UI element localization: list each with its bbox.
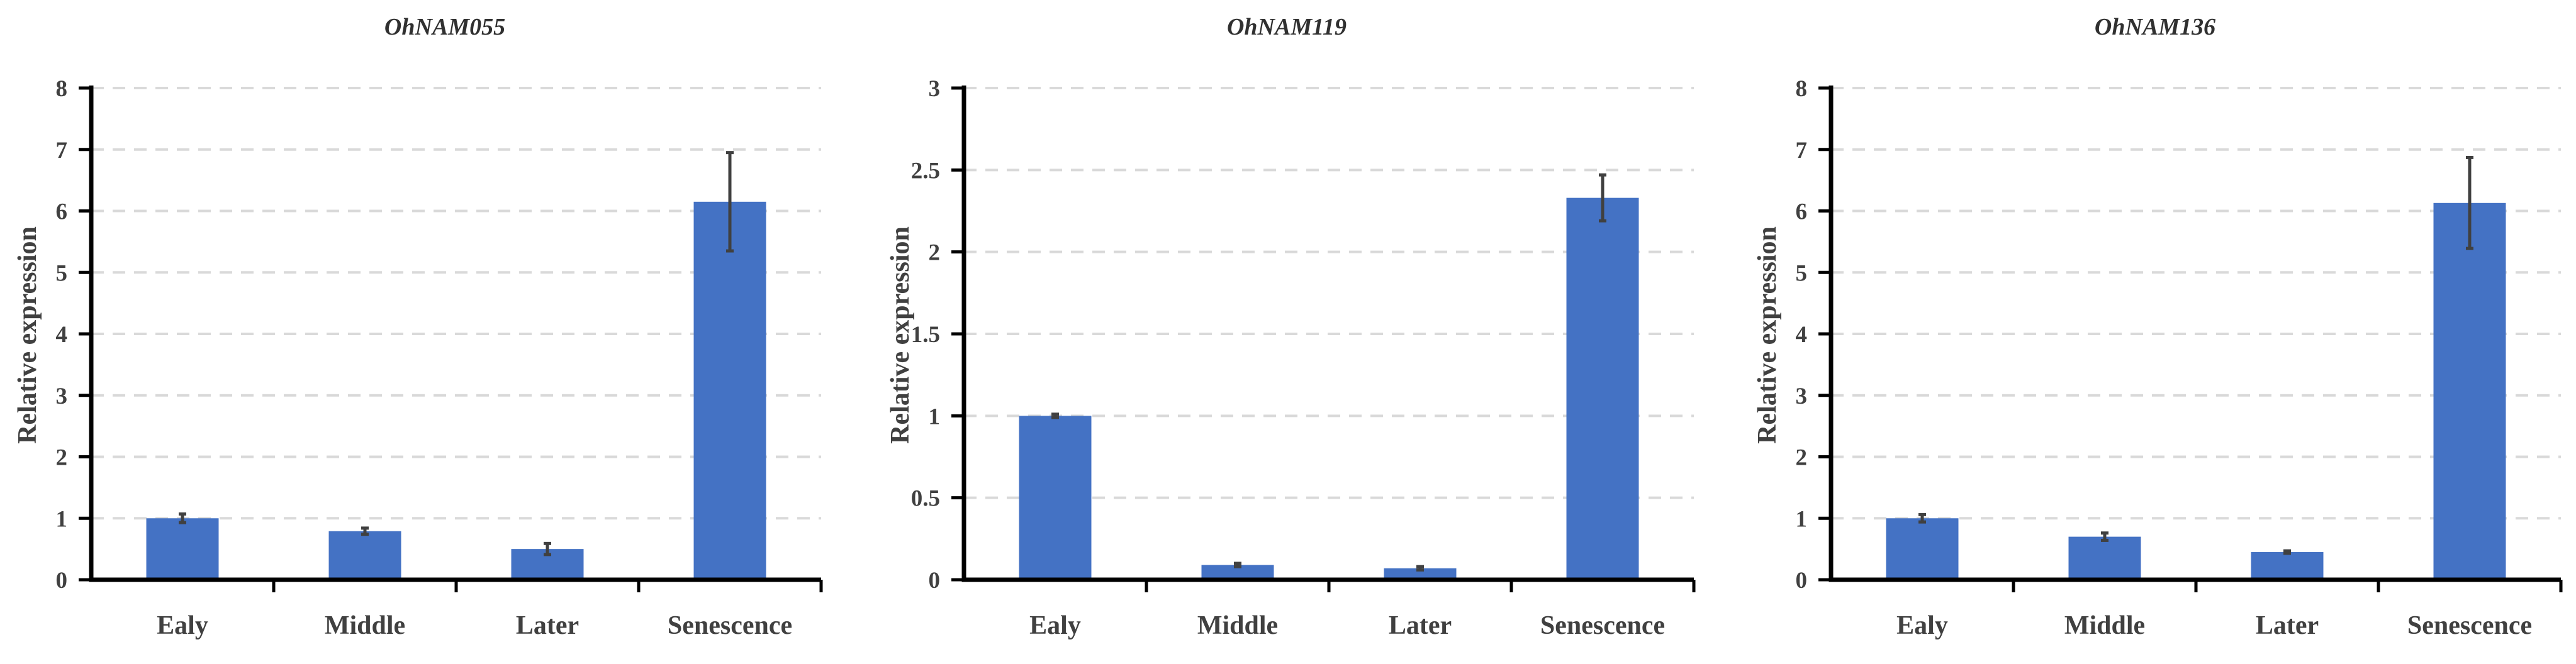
y-tick-label: 2 [929,240,941,266]
chart-panel-ohnam055: OhNAM055 Relative expression 0 1 2 3 4 5 6 7 8 Ea… [13,14,823,640]
chart-title: OhNAM136 [2095,14,2215,40]
axes [1828,86,2561,582]
category-label: Later [1389,611,1452,640]
category-label: Ealy [1896,611,1948,640]
y-tick-label: 0 [1796,568,1808,594]
y-tick-label: 7 [56,138,68,163]
category-label: Later [2256,611,2319,640]
y-tick-label: 8 [1796,76,1808,102]
bar-senescence [2433,202,2506,580]
bar-ealy [1886,518,1959,580]
category-label: Later [516,611,579,640]
y-axis-label: Relative expression [13,226,42,444]
category-label: Middle [325,611,405,640]
bar-senescence [1566,197,1639,580]
bar-ealy [1019,416,1092,580]
category-label: Senescence [1540,611,1665,640]
bar-middle [2068,536,2141,580]
y-axis-label: Relative expression [886,226,915,444]
y-axis-label: Relative expression [1753,226,1782,444]
y-tick-label: 3 [56,384,68,409]
y-tick-label: 4 [56,322,68,348]
bar-middle [328,531,401,580]
y-tick-label: 1 [1796,506,1808,532]
y-tick-label: 5 [1796,260,1808,286]
y-tick-label: 6 [1796,199,1808,225]
y-tick-label: 4 [1796,322,1808,348]
chart-title: OhNAM055 [384,14,505,40]
y-tick-label: 8 [56,76,68,102]
category-label: Senescence [2407,611,2532,640]
chart-panel-ohnam119: OhNAM119 Relative expression 0 0.5 1 1.5 2 2.… [886,14,1696,640]
y-tick-label: 1.5 [911,322,940,348]
axes [961,86,1694,582]
axes [89,86,821,582]
y-tick-label: 1 [929,404,941,429]
y-tick-label: 0 [56,568,68,594]
bar-later [1384,568,1457,580]
y-tick-label: 5 [56,260,68,286]
y-tick-label: 2 [1796,445,1808,471]
y-tick-label: 6 [56,199,68,225]
bar-middle [1201,565,1274,580]
bar-later [2251,552,2324,580]
category-label: Middle [2064,611,2145,640]
category-label: Middle [1197,611,1278,640]
y-tick-label: 3 [929,76,941,102]
category-label: Ealy [1029,611,1081,640]
y-tick-label: 7 [1796,138,1808,163]
y-tick-label: 1 [56,506,68,532]
y-tick-label: 0.5 [911,486,940,512]
category-label: Senescence [668,611,792,640]
chart-panel-ohnam136: OhNAM136 Relative expression 0 1 2 3 4 5 6 7 8 Ea… [1753,14,2563,640]
bar-senescence [693,201,766,580]
y-tick-label: 3 [1796,384,1808,409]
y-tick-label: 2.5 [911,158,940,184]
chart-title: OhNAM119 [1227,14,1347,40]
y-tick-label: 0 [929,568,941,594]
bar-ealy [146,518,219,580]
y-tick-label: 2 [56,445,68,471]
category-label: Ealy [157,611,208,640]
